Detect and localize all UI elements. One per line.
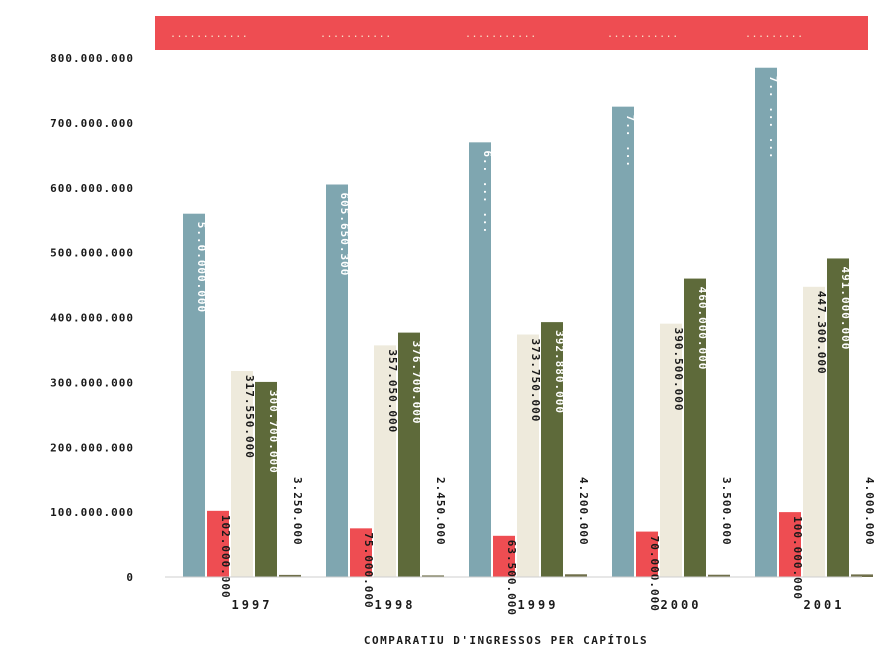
bar [684,278,706,577]
data-label: 2.450.000 [434,477,447,546]
bar [350,528,372,577]
x-tick-label: 2000 [661,598,702,612]
data-label: 447.300.000 [815,291,828,375]
bar [827,258,849,577]
bar [255,381,277,577]
data-label: 460.000.000 [696,287,709,371]
bar [755,67,777,577]
data-label: 5..0.000.000 [195,222,208,313]
bar [565,574,587,577]
data-label: 491.000.000 [839,266,852,350]
legend-entry: ........... [607,29,679,40]
bar [660,323,682,577]
bar [779,512,801,577]
data-label: 392.880.000 [553,330,566,414]
bar [612,106,634,577]
legend-entry: ......... [745,29,804,40]
y-tick-label: 800.000.000 [50,52,134,65]
data-label: 75.000.000 [362,532,375,608]
x-tick-label: 2001 [804,598,845,612]
bar [493,535,515,577]
bar [851,574,873,577]
data-label: 70.000.000 [648,536,661,612]
data-label: 373.750.000 [529,339,542,423]
data-label: 605.650.300 [338,193,351,277]
bar [541,322,563,577]
y-tick-label: 0 [126,571,134,584]
bar [422,575,444,578]
bar [803,286,825,577]
data-label: 102.000.000 [219,515,232,599]
data-label: 3.250.000 [291,477,304,546]
data-label: 376.700.000 [410,341,423,425]
data-label: 7.. ... [624,115,637,168]
data-label: 4.200.000 [577,477,590,546]
bar [708,574,730,577]
x-tick-label: 1997 [232,598,273,612]
legend-entry: ........... [320,29,392,40]
data-label: 4.000.000 [863,477,876,546]
chart-caption: COMPARATIU D'INGRESSOS PER CAPÍTOLS [364,634,648,647]
y-tick-label: 700.000.000 [50,117,134,130]
data-label: 300.700.000 [267,390,280,474]
data-label: 63.500.000 [505,540,518,616]
data-label: 3.500.000 [720,477,733,546]
bar [636,531,658,577]
legend-entry: ........... [465,29,537,40]
x-tick-label: 1999 [518,598,559,612]
legend-entry: ............ [170,29,248,40]
y-tick-label: 600.000.000 [50,182,134,195]
bar [398,332,420,577]
data-label: 357.050.000 [386,349,399,433]
legend-bar [155,16,868,50]
bar [207,510,229,577]
y-tick-label: 200.000.000 [50,441,134,454]
x-tick-label: 1998 [375,598,416,612]
data-label: 317.550.000 [243,375,256,459]
bar [469,142,491,577]
y-tick-label: 300.000.000 [50,376,134,389]
data-label: 100.000.000 [791,516,804,600]
y-tick-label: 400.000.000 [50,312,134,325]
bar [326,184,348,577]
data-label: 6.. ... ... [481,150,494,234]
data-label: 7.. ... ... [767,76,780,160]
y-tick-label: 500.000.000 [50,247,134,260]
bar [374,345,396,577]
bar [517,334,539,577]
data-label: 390.500.000 [672,328,685,412]
y-tick-label: 100.000.000 [50,506,134,519]
bar [183,213,205,577]
bar [231,370,253,577]
bar [279,574,301,577]
